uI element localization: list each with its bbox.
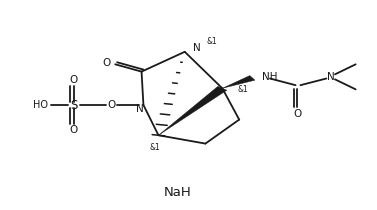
Text: O: O <box>70 125 78 135</box>
Polygon shape <box>158 87 227 135</box>
Text: O: O <box>70 75 78 85</box>
Text: O: O <box>293 109 302 119</box>
Text: N: N <box>136 104 144 114</box>
Text: HO: HO <box>33 100 48 110</box>
Text: N: N <box>327 72 335 82</box>
Text: N: N <box>193 43 201 53</box>
Text: &1: &1 <box>149 143 160 152</box>
Text: O: O <box>107 100 116 110</box>
Text: O: O <box>103 58 111 68</box>
Text: S: S <box>70 98 78 112</box>
Text: NH: NH <box>262 72 277 82</box>
Polygon shape <box>222 76 255 88</box>
Text: NaH: NaH <box>163 186 191 199</box>
Text: &1: &1 <box>238 85 248 94</box>
Text: &1: &1 <box>207 37 217 46</box>
